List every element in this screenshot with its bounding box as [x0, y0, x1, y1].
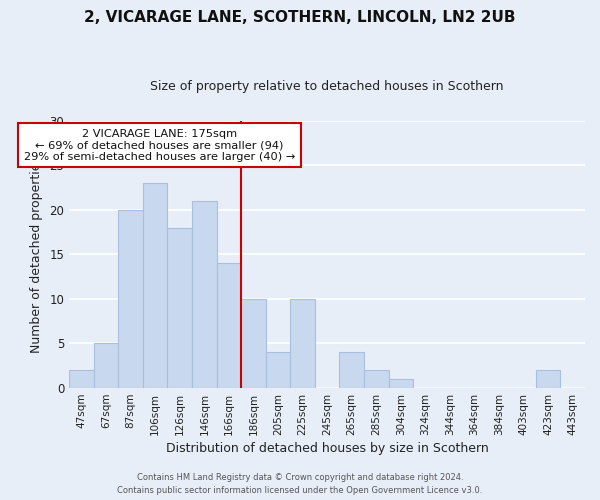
Bar [192, 201, 217, 388]
Bar [340, 352, 364, 388]
Y-axis label: Number of detached properties: Number of detached properties [29, 156, 43, 353]
Title: Size of property relative to detached houses in Scothern: Size of property relative to detached ho… [151, 80, 504, 93]
Bar [118, 210, 143, 388]
Bar [266, 352, 290, 388]
Bar [143, 183, 167, 388]
Text: 2 VICARAGE LANE: 175sqm
← 69% of detached houses are smaller (94)
29% of semi-de: 2 VICARAGE LANE: 175sqm ← 69% of detache… [24, 128, 295, 162]
Bar [364, 370, 389, 388]
Bar [94, 344, 118, 388]
Bar [69, 370, 94, 388]
Bar [217, 263, 241, 388]
Bar [536, 370, 560, 388]
X-axis label: Distribution of detached houses by size in Scothern: Distribution of detached houses by size … [166, 442, 488, 455]
Text: 2, VICARAGE LANE, SCOTHERN, LINCOLN, LN2 2UB: 2, VICARAGE LANE, SCOTHERN, LINCOLN, LN2… [84, 10, 516, 25]
Bar [241, 299, 266, 388]
Bar [389, 379, 413, 388]
Bar [167, 228, 192, 388]
Bar [290, 299, 315, 388]
Text: Contains HM Land Registry data © Crown copyright and database right 2024.
Contai: Contains HM Land Registry data © Crown c… [118, 474, 482, 495]
